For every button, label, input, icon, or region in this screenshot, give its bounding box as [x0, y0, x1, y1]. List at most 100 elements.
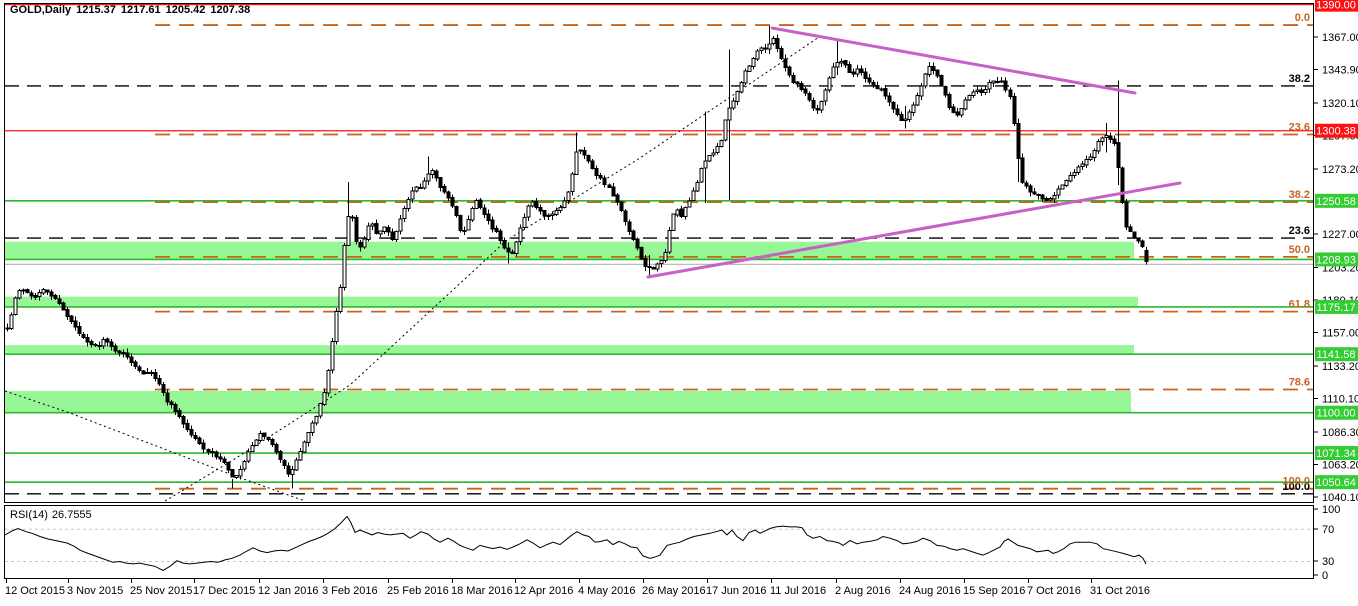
main-plot-area: [5, 4, 1313, 502]
candle-up: [723, 119, 728, 141]
candle-up: [655, 263, 660, 270]
candle-down: [222, 458, 227, 464]
candle-up: [767, 43, 772, 50]
candle-up: [1080, 163, 1085, 168]
trendline-dotted[interactable]: [164, 34, 823, 502]
price-badge: [1315, 347, 1358, 362]
candle-up: [1100, 137, 1105, 143]
candle-up: [414, 186, 419, 192]
candle-down: [1008, 89, 1013, 98]
candle-down: [859, 68, 864, 74]
candle-up: [983, 89, 988, 94]
candle-up: [145, 371, 150, 374]
candle-up: [831, 66, 836, 79]
candle-down: [133, 361, 138, 368]
candle-down: [29, 292, 34, 297]
candle-down: [189, 428, 194, 436]
candle-up: [707, 155, 712, 162]
candle-up: [382, 226, 387, 232]
candle-down: [81, 333, 86, 339]
candle-up: [835, 61, 840, 68]
candle-up: [759, 47, 764, 52]
candle-down: [89, 341, 94, 346]
candle-down: [442, 186, 447, 193]
rsi-indicator-label: RSI(14) 26.7555: [10, 509, 96, 521]
candle-up: [398, 218, 403, 232]
candle-down: [85, 336, 90, 343]
candle-down: [117, 350, 122, 354]
price-badge: [1315, 193, 1358, 208]
price-tick-label: 1320.10: [1322, 98, 1358, 110]
time-label: 24 Aug 2016: [899, 585, 961, 597]
candle-up: [326, 370, 331, 394]
support-zone-band[interactable]: [5, 296, 1138, 307]
candle-up: [663, 252, 668, 261]
candle-up: [919, 85, 924, 97]
time-axis[interactable]: 12 Oct 2015 3 Nov 2015 25 Nov 2015 17 Dec 2…: [5, 579, 1150, 597]
price-tick-label: 1086.30: [1322, 427, 1358, 439]
trendline-purple[interactable]: [770, 26, 1137, 95]
candle-up: [298, 450, 303, 461]
candle-down: [783, 58, 788, 68]
trendline-purple[interactable]: [646, 181, 1182, 279]
candle-up: [751, 58, 756, 67]
support-zone-band[interactable]: [5, 345, 1134, 355]
candle-up: [1056, 188, 1061, 196]
candle-down: [49, 291, 54, 297]
price-badge-label: 1141.58: [1317, 349, 1356, 361]
candle-up: [1092, 150, 1097, 158]
candle-up: [530, 201, 535, 207]
candle-down: [197, 437, 202, 444]
candle-down: [169, 401, 174, 405]
time-label: 12 Oct 2015: [5, 585, 65, 597]
candle-down: [57, 298, 62, 304]
candle-down: [161, 383, 166, 394]
main-panel-border: [4, 3, 1314, 503]
price-tick-label: 1273.20: [1322, 164, 1358, 176]
fib-label-orange: 0.0: [1295, 12, 1310, 24]
candle-up: [959, 108, 964, 116]
candle-up: [322, 392, 327, 405]
price-tick-label: 1343.90: [1322, 65, 1358, 77]
candle-up: [462, 230, 467, 233]
candle-up: [522, 217, 527, 229]
support-zone-band[interactable]: [5, 390, 1131, 413]
candle-up: [1072, 171, 1077, 177]
candle-up: [406, 199, 411, 210]
candle-down: [181, 415, 186, 425]
candle-up: [743, 70, 748, 84]
candle-up: [903, 118, 908, 121]
candle-down: [899, 114, 904, 122]
candle-up: [338, 286, 343, 313]
candle-up: [234, 475, 239, 478]
candle-down: [230, 469, 235, 478]
candle-down: [354, 217, 359, 243]
candle-down: [274, 444, 279, 453]
price-badge: [1315, 475, 1358, 490]
fib-label-orange: 23.6: [1289, 121, 1310, 133]
candle-up: [242, 460, 247, 470]
time-label: 17 Jun 2016: [706, 585, 767, 597]
candle-up: [1052, 194, 1057, 200]
candle-up: [149, 372, 154, 375]
time-label: 26 May 2016: [642, 585, 706, 597]
candle-up: [1088, 156, 1093, 160]
candle-up: [518, 227, 523, 243]
support-zone-band[interactable]: [5, 241, 1134, 260]
candle-up: [334, 310, 339, 342]
price-tick-label: 1110.10: [1322, 394, 1358, 406]
candle-up: [254, 439, 259, 446]
candle-down: [602, 177, 607, 186]
candle-up: [687, 200, 692, 208]
candle-down: [582, 149, 587, 156]
candle-up: [294, 459, 299, 471]
time-label: 17 Dec 2015: [193, 585, 255, 597]
fib-label-black: 38.2: [1289, 73, 1310, 85]
candle-down: [891, 102, 896, 110]
candle-up: [715, 146, 720, 154]
time-label: 18 Mar 2016: [451, 585, 513, 597]
candle-up: [923, 73, 928, 87]
price-axis[interactable]: 1367.001343.901320.101297.001273.201227.…: [1313, 0, 1358, 504]
candle-down: [795, 81, 800, 85]
